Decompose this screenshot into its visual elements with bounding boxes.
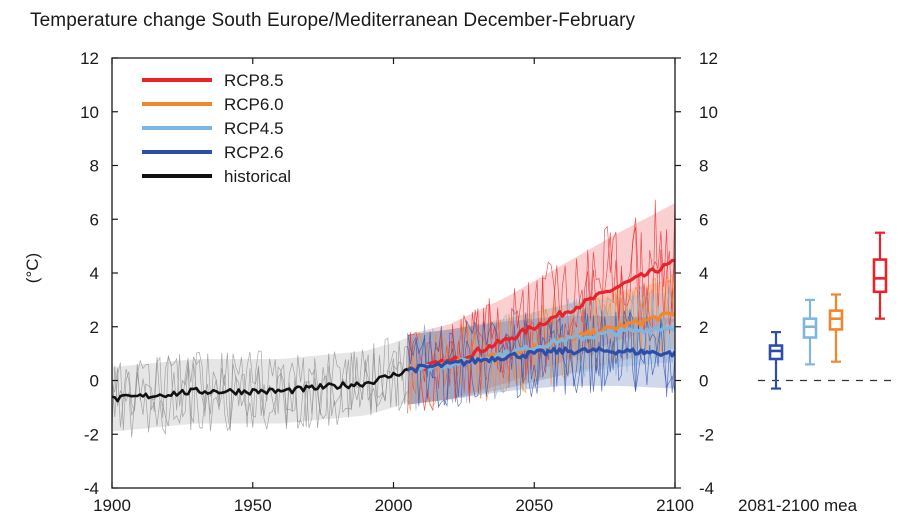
mean-line-rcp26 — [406, 346, 675, 374]
mean-line-rcp45 — [407, 325, 675, 374]
ensemble-member-rcp85 — [407, 217, 675, 411]
boxplot-rcp45 — [802, 298, 818, 366]
legend: RCP8.5 RCP6.0 RCP4.5 RCP2.6 historical — [142, 71, 291, 186]
legend-label: historical — [224, 167, 291, 186]
x-tick-label: 1900 — [93, 496, 131, 515]
y-tick-label-left: 8 — [90, 157, 99, 176]
y-tick-label-right: 10 — [699, 103, 718, 122]
y-tick-label-left: 12 — [80, 49, 99, 68]
y-tick-label-right: -2 — [699, 425, 714, 444]
y-tick-label-right: 8 — [699, 157, 708, 176]
x-tick-label: 2100 — [656, 496, 694, 515]
x-tick-label: 2050 — [515, 496, 553, 515]
box — [872, 258, 888, 294]
y-tick-label-right: 2 — [699, 318, 708, 337]
y-tick-label-right: 6 — [699, 210, 708, 229]
y-tick-label-left: 4 — [90, 264, 99, 283]
ensemble-member-historical — [112, 335, 408, 432]
legend-label: RCP6.0 — [224, 95, 284, 114]
y-tick-label-left: 0 — [90, 372, 99, 391]
boxplots-2081-2100 — [758, 231, 895, 390]
boxplot-rcp60 — [828, 293, 844, 363]
y-tick-label-right: 0 — [699, 372, 708, 391]
y-tick-label-right: 12 — [699, 49, 718, 68]
box — [768, 344, 784, 361]
mean-line-historical — [112, 367, 409, 403]
chart-title: Temperature change South Europe/Mediterr… — [30, 10, 636, 31]
boxplot-label: 2081-2100 mea — [738, 496, 858, 515]
axis-ticks: 1900 1950 2000 2050 2100 -4 -2 0 2 4 6 8 10 12 -4 -2 0 2 4… — [80, 49, 718, 515]
y-tick-label-left: -4 — [84, 479, 99, 498]
boxplot-rcp26 — [768, 331, 784, 390]
legend-label: RCP8.5 — [224, 71, 284, 90]
y-tick-label-right: -4 — [699, 479, 714, 498]
box — [828, 309, 844, 331]
x-tick-label: 1950 — [234, 496, 272, 515]
y-tick-label-left: 2 — [90, 318, 99, 337]
legend-label: RCP2.6 — [224, 143, 284, 162]
boxplot-rcp85 — [872, 231, 888, 320]
ensemble-means-layer — [112, 258, 675, 403]
mean-line-rcp85 — [406, 258, 675, 373]
y-tick-label-left: 10 — [80, 103, 99, 122]
legend-label: RCP4.5 — [224, 119, 284, 138]
x-tick-label: 2000 — [375, 496, 413, 515]
ensemble-member-rcp60 — [407, 273, 675, 404]
y-axis-label: (°C) — [23, 253, 42, 283]
y-tick-label-left: 6 — [90, 210, 99, 229]
y-tick-label-right: 4 — [699, 264, 708, 283]
box — [802, 317, 818, 339]
y-tick-label-left: -2 — [84, 425, 99, 444]
